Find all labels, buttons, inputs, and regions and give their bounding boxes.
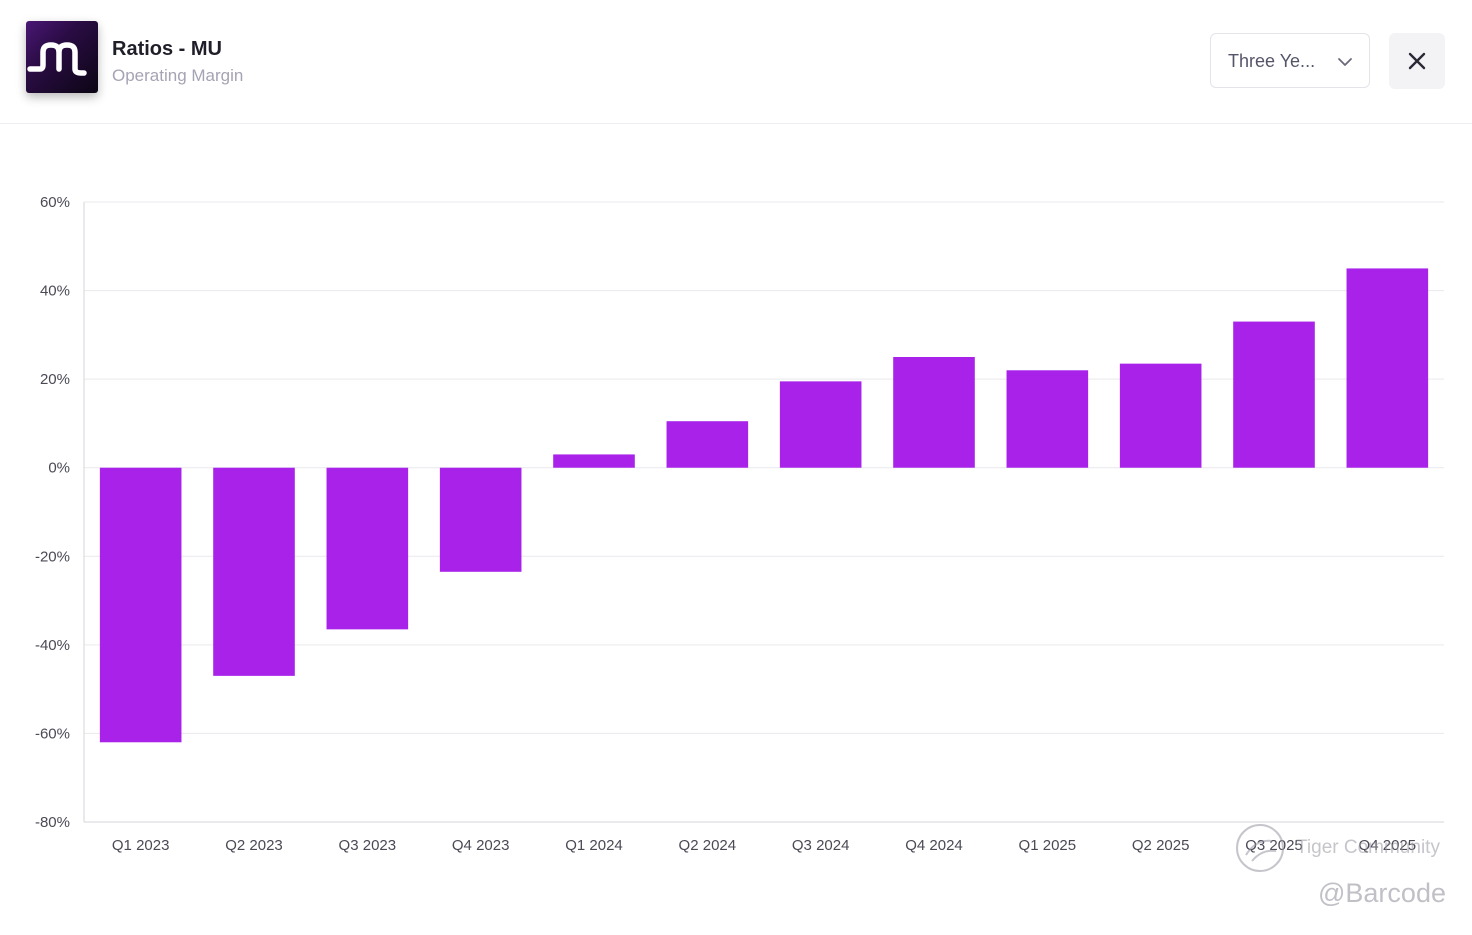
- bar-q4-2023[interactable]: [439, 467, 522, 572]
- x-tick-label: Q3 2025: [1245, 837, 1303, 854]
- x-tick-label: Q4 2024: [905, 837, 963, 854]
- period-select-value: Three Ye...: [1228, 51, 1316, 71]
- bar-q4-2024[interactable]: [893, 357, 975, 468]
- bar-q3-2024[interactable]: [779, 381, 862, 468]
- x-tick-label: Q2 2024: [679, 837, 737, 854]
- header-bar: Ratios - MU Operating Margin Three Ye...: [0, 0, 1472, 124]
- y-tick-label: -60%: [35, 725, 70, 742]
- bar-q2-2023[interactable]: [213, 467, 295, 676]
- y-tick-label: -20%: [35, 548, 70, 565]
- operating-margin-chart: 60% 40% 20% 0% -20% -40% -60% -80% Q1 2023 Q2 202…: [35, 194, 1444, 854]
- x-tick-label: Q2 2023: [225, 837, 283, 854]
- y-tick-label: 20%: [40, 371, 70, 388]
- bar-q1-2025[interactable]: [1006, 370, 1089, 468]
- m-logo-icon: [26, 21, 98, 93]
- page-subtitle: Operating Margin: [112, 66, 244, 85]
- x-tick-label: Q1 2025: [1019, 837, 1077, 854]
- bar-q4-2025[interactable]: [1346, 268, 1429, 468]
- x-tick-label: Q1 2023: [112, 837, 170, 854]
- chart-area: 60% 40% 20% 0% -20% -40% -60% -80% Q1 2023 Q2 202…: [0, 124, 1472, 930]
- period-select[interactable]: Three Ye...: [1210, 33, 1370, 88]
- page-title: Ratios - MU: [112, 38, 222, 60]
- x-tick-label: Q4 2023: [452, 837, 510, 854]
- close-button[interactable]: [1389, 33, 1445, 89]
- y-tick-label: -80%: [35, 814, 70, 831]
- y-tick-label: 0%: [48, 460, 70, 477]
- x-tick-label: Q4 2025: [1359, 837, 1417, 854]
- bar-q2-2024[interactable]: [666, 421, 749, 468]
- x-tick-label: Q3 2023: [339, 837, 397, 854]
- bar-q1-2023[interactable]: [99, 467, 182, 743]
- bar-q3-2023[interactable]: [326, 467, 409, 630]
- chevron-down-icon: [1337, 55, 1353, 73]
- y-tick-label: 60%: [40, 194, 70, 211]
- x-tick-label: Q2 2025: [1132, 837, 1190, 854]
- x-tick-label: Q3 2024: [792, 837, 850, 854]
- y-tick-label: -40%: [35, 637, 70, 654]
- x-tick-label: Q1 2024: [565, 837, 623, 854]
- bar-q1-2024[interactable]: [553, 454, 635, 468]
- bar-q3-2025[interactable]: [1233, 321, 1315, 468]
- bar-q2-2025[interactable]: [1119, 363, 1202, 468]
- y-tick-label: 40%: [40, 283, 70, 300]
- close-icon: [1408, 52, 1426, 70]
